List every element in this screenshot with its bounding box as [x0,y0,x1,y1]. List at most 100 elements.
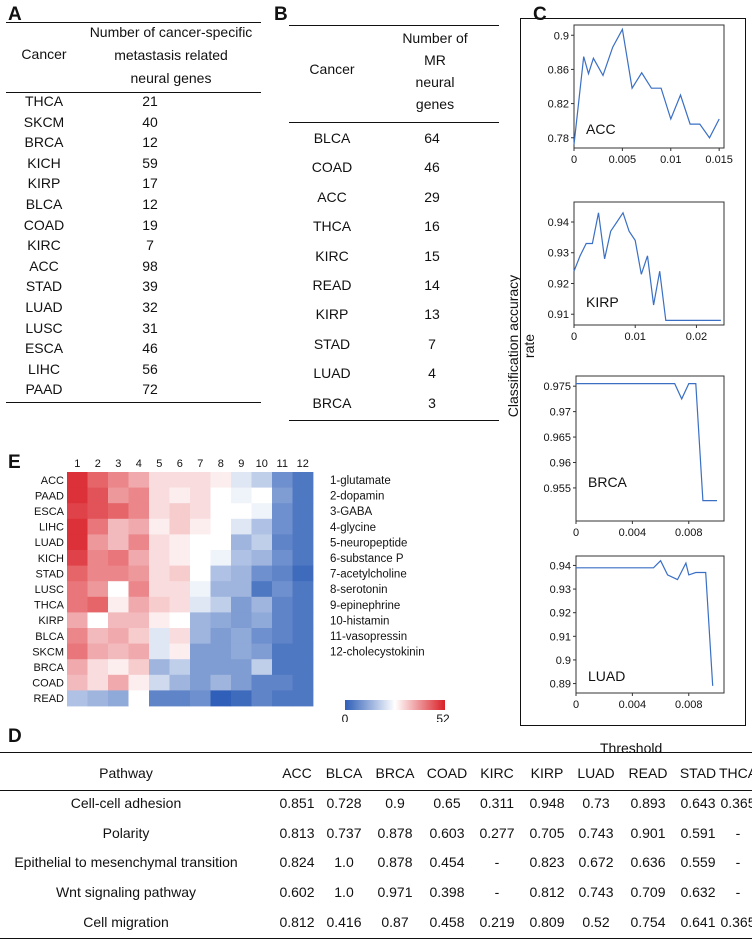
table-d-value: 0.632 [680,884,716,900]
heatmap-legend-item: 1-glutamate [330,475,391,487]
table-b-header-count-line3: neural [415,74,455,90]
table-d-value: 0.65 [433,795,461,811]
heatmap-cell [210,628,232,644]
heatmap-col-label: 3 [115,458,121,470]
table-a-header-count-line1: Number of cancer-specific [89,24,253,40]
heatmap-cell [149,487,170,504]
heatmap-cell [108,674,129,691]
table-a-row-count: 59 [142,154,158,171]
heatmap-cell [128,472,150,488]
table-a-row-cancer: THCA [24,93,64,109]
table-d-value: 0.398 [429,884,465,900]
heatmap-cell [272,581,293,598]
heatmap-row-label: SKCM [32,646,64,658]
heatmap-cell [67,565,88,582]
table-a-row-cancer: STAD [25,278,63,295]
table-a-row-cancer: KICH [27,154,61,171]
table-d-value: 0.813 [279,825,315,841]
table-d-value: 0.641 [680,914,716,930]
heatmap-cell [231,534,252,551]
table-a-row-count: 56 [142,360,158,377]
line-chart-brca: 0.955 0.96 0.965 0.97 0.975 0 0.004 0.008 BRCA [543,375,725,539]
heatmap-cell [87,596,109,613]
table-d-value: 0.823 [529,854,565,870]
heatmap-cell [128,659,150,676]
heatmap-cell [149,518,170,535]
heatmap-cell [149,659,170,676]
heatmap-cell [210,550,232,566]
table-d-pathway-name: Cell migration [83,914,169,930]
heatmap-cell [292,472,314,488]
heatmap-cell [169,628,191,644]
heatmap-cell [292,487,314,504]
table-b-row-count: 3 [428,394,436,411]
heatmap-cell [169,596,191,613]
table-d-header-cell: BLCA [325,765,363,781]
table-d-value: 0.52 [582,914,610,930]
table-a-row-count: 31 [142,319,158,336]
heatmap-cell [108,612,129,629]
heatmap-cell [149,674,170,691]
y-tick-label: 0.82 [548,99,569,111]
heatmap-col-label: 11 [277,458,288,470]
heatmap-cell [190,596,211,613]
heatmap-cell [210,643,232,660]
table-a-row-cancer: PAAD [25,381,63,398]
heatmap-cell [87,674,109,691]
heatmap-legend-item: 3-GABA [330,506,373,518]
heatmap-cell [108,472,129,488]
heatmap-row-label: PAAD [35,490,64,502]
heatmap-cell [87,518,109,535]
y-tick-label: 0.975 [543,381,571,393]
heatmap-cell [292,612,314,629]
heatmap-row-label: BLCA [35,631,64,643]
heatmap-cell [210,612,232,629]
table-d-header-cell: BRCA [375,765,415,781]
heatmap-cell [210,534,232,551]
heatmap-cell [210,518,232,535]
heatmap-cell [190,550,211,566]
heatmap-row-label: KICH [38,553,64,565]
panel-label-e: E [8,452,21,473]
heatmap-cell [190,674,211,691]
table-b-row-cancer: STAD [313,335,351,352]
heatmap-cell [251,612,273,629]
heatmap-cell [251,550,273,566]
heatmap-col-label: 10 [256,458,268,470]
y-tick-label: 0.94 [550,560,571,572]
heatmap-cell [272,643,293,660]
table-d-value: 0.901 [630,825,666,841]
heatmap-cell [87,503,109,520]
table-a-row-cancer: KIRC [27,237,61,254]
table-d-value: - [494,854,500,870]
heatmap-cell [87,565,109,582]
heatmap-legend-item: 6-substance P [330,553,404,565]
heatmap-cell [251,534,273,551]
x-tick-label: 0 [573,699,579,711]
heatmap-cell [251,596,273,613]
heatmap-cell [210,674,232,691]
heatmap-cell [128,674,150,691]
heatmap-cell [149,503,170,520]
table-b-row-count: 14 [424,277,440,293]
y-tick-label: 0.78 [548,133,569,145]
heatmap-cell [67,581,88,598]
heatmap-col-label: 12 [297,458,309,470]
table-b-header-rule [289,122,499,123]
heatmap-row-label: THCA [34,600,65,612]
heatmap-panel-e: 1 2 3 4 5 6 7 8 9 10 11 12ACCPAADESCALIHCLUADKICHST… [32,458,450,722]
table-d-value: - [735,884,741,900]
table-d-value: 0.737 [326,825,362,841]
x-tick-label: 0.02 [686,331,707,343]
table-d-header-cell: ACC [282,765,312,781]
heatmap-cell [231,565,252,582]
heatmap-cell [67,643,88,660]
heatmap-row-label: LIHC [39,522,64,534]
x-tick-label: 0.004 [619,699,647,711]
table-d-value: 0.365 [720,795,752,811]
table-d-value: 0.559 [680,854,716,870]
heatmap-cell [67,534,88,551]
heatmap-cell [67,550,88,566]
heatmap-cell [292,690,314,707]
heatmap-cell [128,612,150,629]
